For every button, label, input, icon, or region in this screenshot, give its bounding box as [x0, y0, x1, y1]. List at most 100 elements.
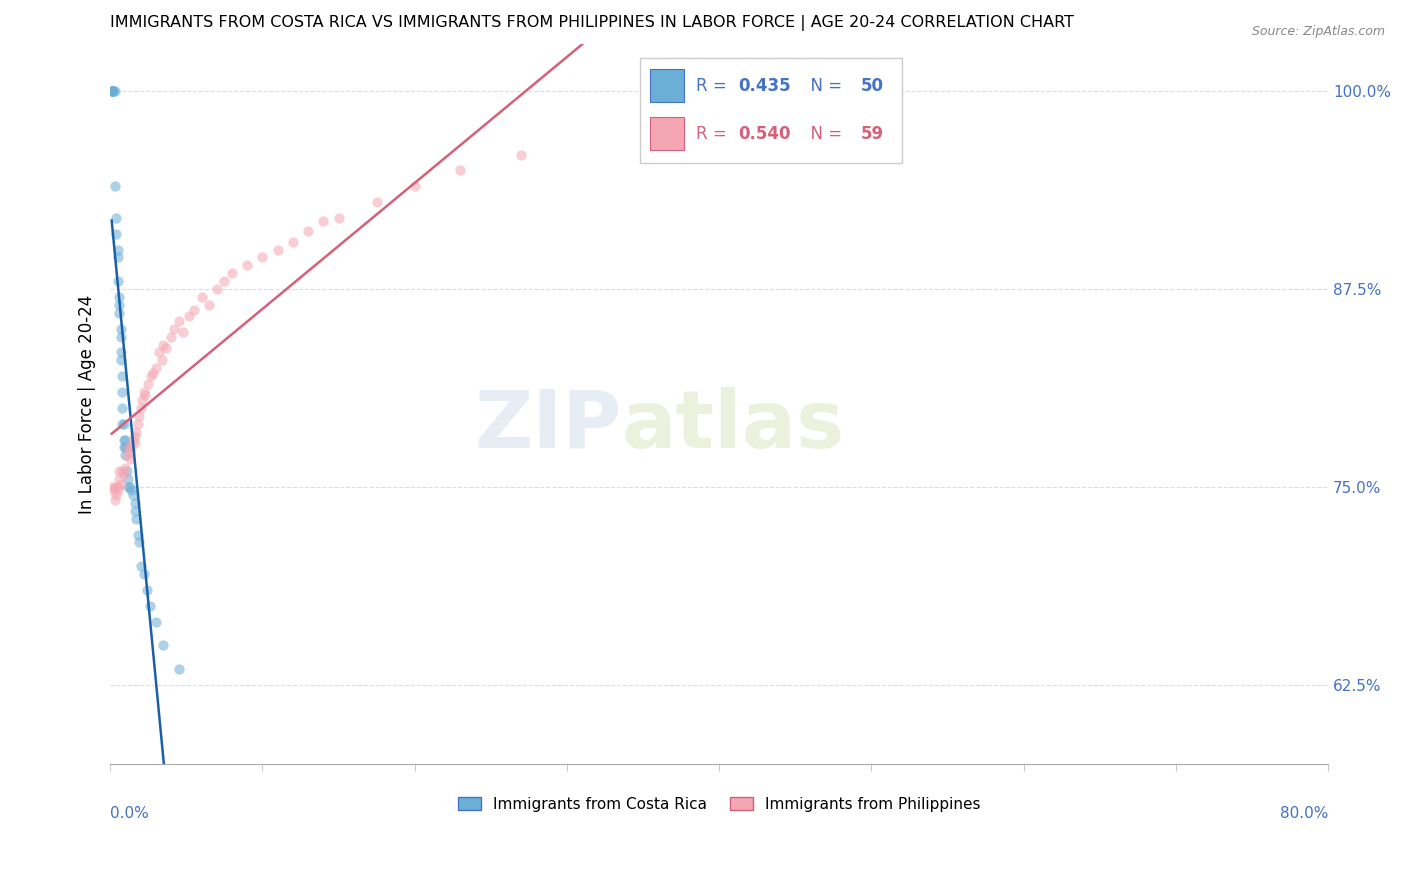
Point [107, 480, 129, 494]
Point [104, 480, 127, 494]
Point [108, 298, 131, 312]
Point [155, 341, 177, 355]
Point [110, 329, 132, 343]
Point [129, 401, 152, 415]
Point [404, 179, 426, 194]
FancyBboxPatch shape [640, 58, 901, 162]
Point [111, 464, 134, 478]
Point [118, 451, 141, 466]
Point [124, 504, 146, 518]
Text: atlas: atlas [621, 386, 845, 465]
Point [179, 309, 201, 323]
Point [103, 84, 125, 98]
Point [135, 582, 157, 597]
Point [111, 401, 134, 415]
Point [449, 163, 471, 178]
Text: 80.0%: 80.0% [1279, 806, 1329, 821]
Point [100, 84, 122, 98]
Point [110, 476, 132, 491]
Point [236, 258, 259, 272]
Point [312, 214, 335, 228]
Text: 0.540: 0.540 [738, 125, 792, 143]
Point [100, 480, 122, 494]
Point [190, 290, 212, 304]
Point [105, 227, 128, 241]
Point [124, 496, 146, 510]
Point [281, 235, 304, 249]
Text: IMMIGRANTS FROM COSTA RICA VS IMMIGRANTS FROM PHILIPPINES IN LABOR FORCE | AGE 2: IMMIGRANTS FROM COSTA RICA VS IMMIGRANTS… [110, 15, 1074, 31]
Point [328, 211, 350, 225]
Point [111, 369, 134, 384]
Text: N =: N = [800, 77, 846, 95]
Point [128, 409, 150, 423]
Point [136, 377, 159, 392]
Point [148, 345, 170, 359]
Point [167, 662, 190, 676]
Point [105, 211, 128, 225]
Point [266, 243, 288, 257]
Text: R =: R = [696, 125, 733, 143]
Point [104, 84, 127, 98]
Bar [650, 69, 683, 102]
Point [678, 84, 700, 98]
Point [100, 84, 122, 98]
Point [104, 179, 127, 194]
Point [110, 345, 132, 359]
Point [172, 325, 194, 339]
Text: 0.0%: 0.0% [110, 806, 149, 821]
Point [112, 441, 135, 455]
Point [111, 417, 134, 431]
Point [107, 243, 129, 257]
Point [145, 361, 167, 376]
Point [118, 445, 141, 459]
Text: Source: ZipAtlas.com: Source: ZipAtlas.com [1251, 25, 1385, 38]
Point [124, 429, 146, 443]
Point [108, 464, 131, 478]
Point [121, 483, 143, 498]
Point [125, 425, 148, 439]
Point [124, 435, 146, 450]
Point [167, 314, 190, 328]
Point [100, 84, 122, 98]
Point [104, 492, 127, 507]
Point [107, 274, 129, 288]
Point [129, 559, 152, 574]
Point [152, 639, 174, 653]
Point [115, 464, 138, 478]
Point [125, 512, 148, 526]
Point [152, 337, 174, 351]
Point [115, 441, 138, 455]
Point [107, 483, 129, 498]
Point [198, 298, 221, 312]
Point [297, 223, 319, 237]
Point [112, 417, 135, 431]
Point [252, 251, 274, 265]
Point [134, 388, 156, 402]
Point [122, 433, 145, 447]
Point [117, 441, 139, 455]
Point [111, 385, 134, 400]
Point [142, 366, 165, 380]
Point [132, 385, 155, 400]
Point [112, 467, 135, 482]
Point [117, 472, 139, 486]
Point [122, 488, 145, 502]
Point [132, 567, 155, 582]
Text: R =: R = [696, 77, 733, 95]
Point [114, 433, 136, 447]
Point [366, 194, 388, 209]
Point [160, 329, 183, 343]
Point [108, 290, 131, 304]
Text: N =: N = [800, 125, 846, 143]
Point [115, 449, 138, 463]
Point [214, 274, 236, 288]
Text: 50: 50 [860, 77, 883, 95]
Point [108, 306, 131, 320]
Legend: Immigrants from Costa Rica, Immigrants from Philippines: Immigrants from Costa Rica, Immigrants f… [451, 790, 987, 818]
Bar [650, 117, 683, 150]
Point [107, 251, 129, 265]
Point [103, 84, 125, 98]
Point [127, 417, 149, 431]
Point [163, 322, 186, 336]
Text: ZIP: ZIP [474, 386, 621, 465]
